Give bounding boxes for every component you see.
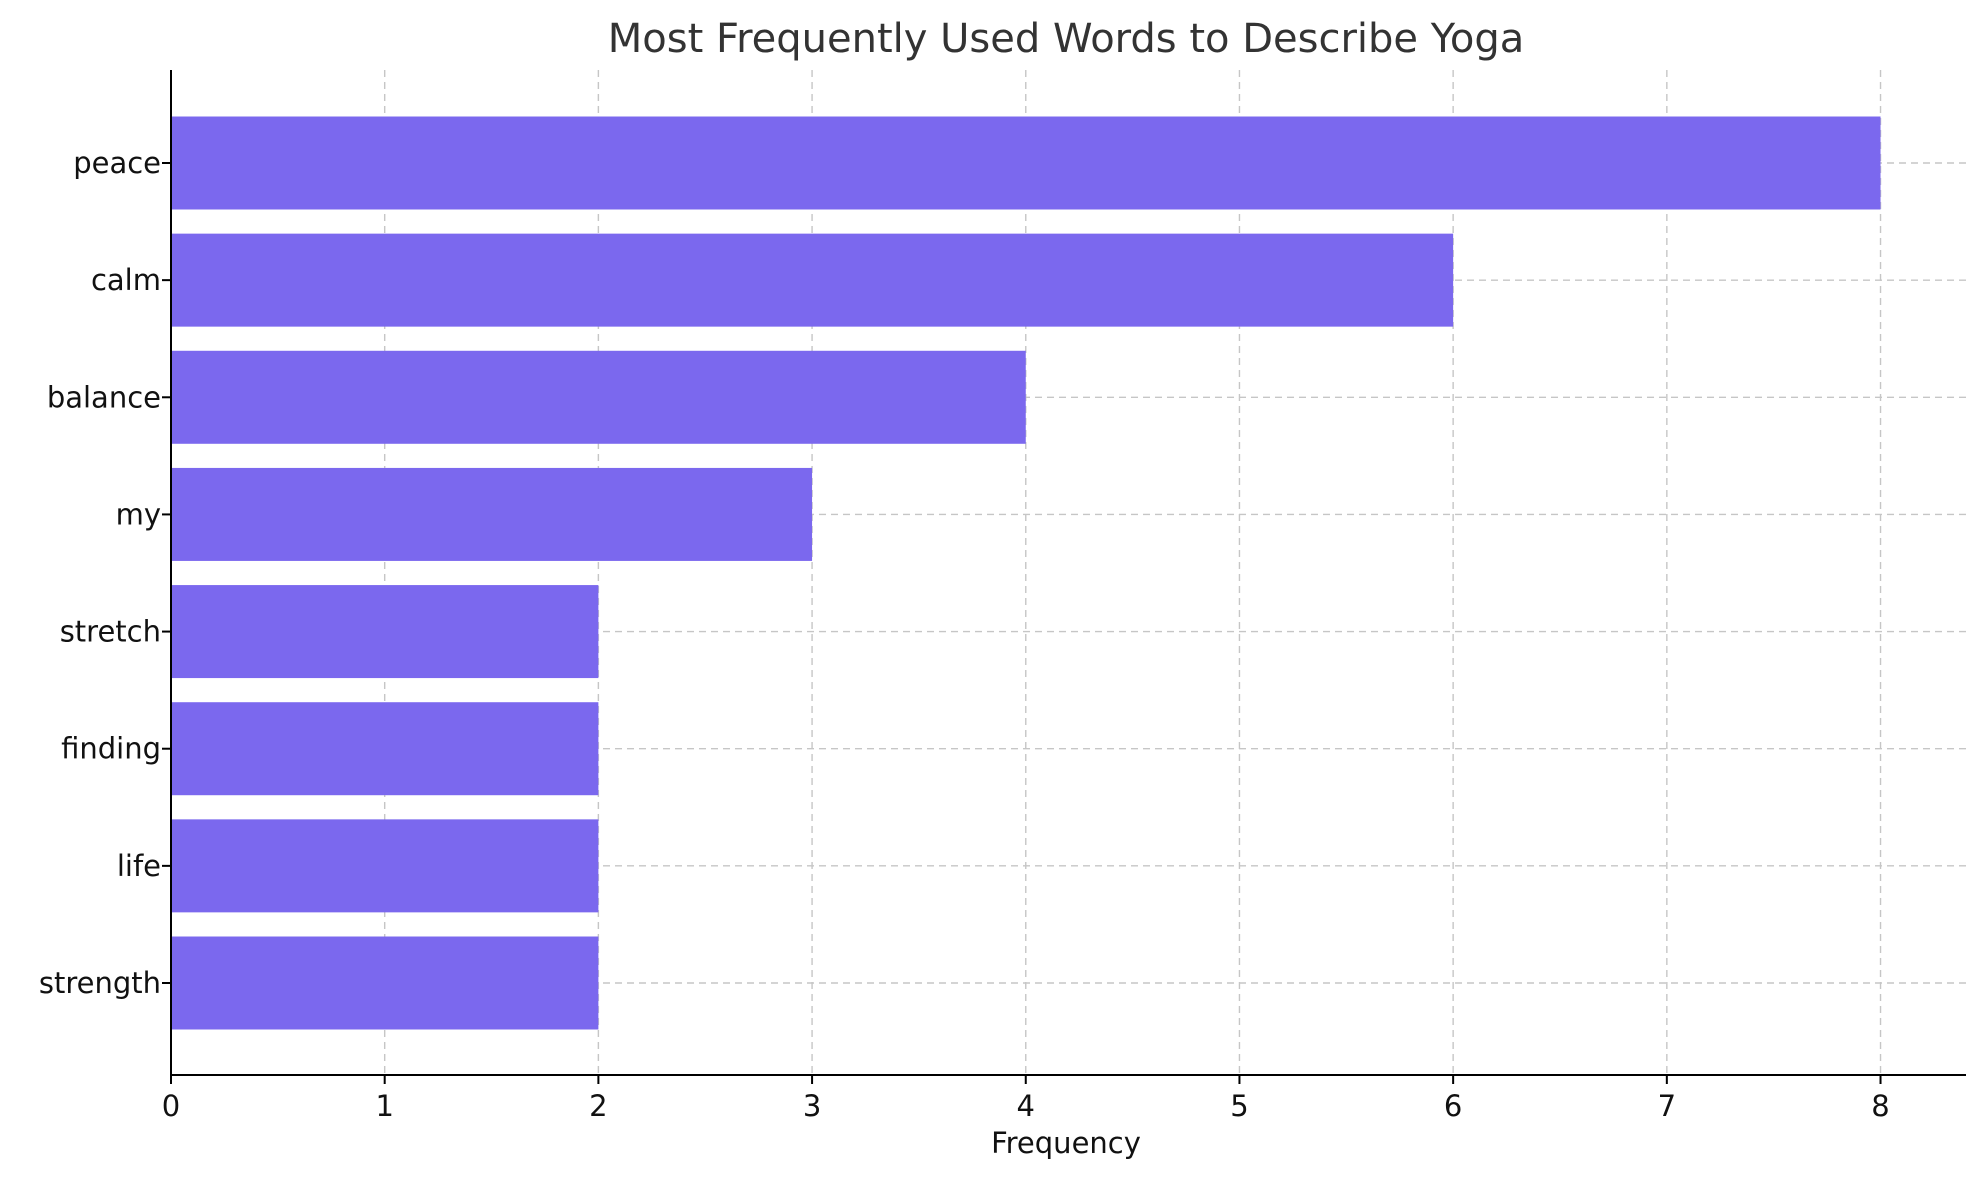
x-tick-label: 4 xyxy=(1017,1089,1035,1123)
bar-my xyxy=(171,467,813,561)
x-tick-label: 1 xyxy=(375,1089,393,1123)
x-tick-label: 7 xyxy=(1658,1089,1676,1123)
chart-title: Most Frequently Used Words to Describe Y… xyxy=(608,16,1524,62)
y-tick-label: strength xyxy=(39,966,161,1000)
bar-finding xyxy=(171,702,599,796)
bar-balance xyxy=(171,350,1026,444)
y-tick-label: life xyxy=(117,849,161,883)
y-tick-label: balance xyxy=(47,380,161,414)
y-tick-label: calm xyxy=(91,263,161,297)
bar-strength xyxy=(171,936,599,1030)
bars xyxy=(171,116,1881,1030)
axes xyxy=(170,70,1966,1076)
bar-life xyxy=(171,819,599,913)
x-axis-ticks: 0 1 2 3 4 5 6 7 8 xyxy=(162,1075,1890,1123)
x-tick-label: 5 xyxy=(1230,1089,1248,1123)
x-tick-label: 8 xyxy=(1871,1089,1889,1123)
bar-peace xyxy=(171,116,1881,210)
y-tick-label: my xyxy=(116,497,161,531)
y-tick-label: stretch xyxy=(60,615,161,649)
y-tick-label: peace xyxy=(73,146,161,180)
x-axis-label: Frequency xyxy=(991,1126,1141,1160)
bar-stretch xyxy=(171,585,599,679)
x-tick-label: 3 xyxy=(803,1089,821,1123)
y-tick-label: finding xyxy=(61,732,161,766)
x-tick-label: 2 xyxy=(589,1089,607,1123)
bar-calm xyxy=(171,233,1454,327)
x-tick-label: 6 xyxy=(1444,1089,1462,1123)
grid xyxy=(170,70,1966,1075)
y-axis-ticks: peace calm balance my stretch finding life stre… xyxy=(39,146,171,1000)
x-tick-label: 0 xyxy=(162,1089,180,1123)
